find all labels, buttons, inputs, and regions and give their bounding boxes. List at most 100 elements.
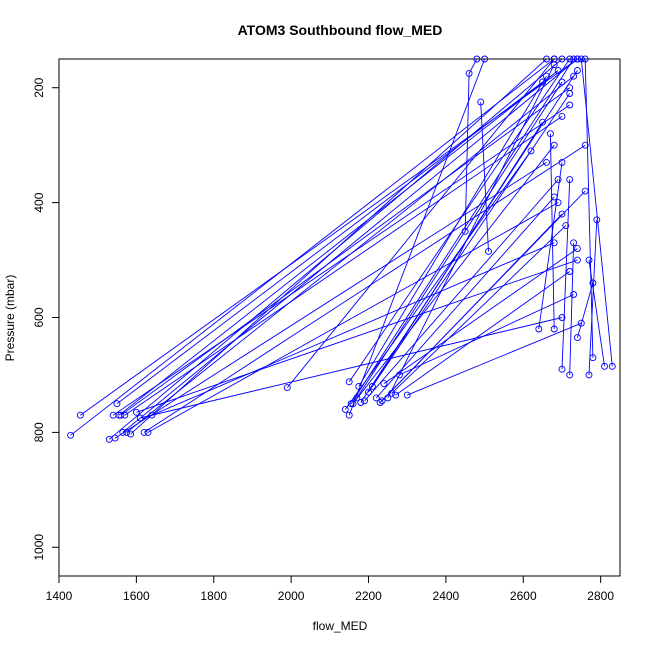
- series-line: [348, 59, 486, 416]
- data-point: [570, 72, 578, 80]
- data-point: [388, 389, 396, 397]
- data-point: [539, 78, 547, 86]
- data-point: [527, 147, 535, 155]
- series-line: [538, 162, 563, 330]
- data-point: [357, 399, 365, 406]
- data-point: [140, 428, 148, 436]
- data-point: [144, 428, 152, 436]
- x-axis: 1400 1600 1800 2000 2200 2400 2600 2800: [46, 575, 614, 603]
- data-point: [148, 411, 156, 419]
- data-point: [593, 216, 601, 224]
- series-line: [588, 260, 605, 367]
- series-line: [70, 59, 555, 436]
- data-point: [558, 55, 566, 63]
- data-point: [581, 187, 589, 195]
- data-point: [585, 256, 593, 264]
- data-point: [558, 314, 566, 321]
- data-point: [378, 397, 386, 405]
- data-point: [558, 210, 566, 218]
- series-line: [124, 116, 563, 416]
- series-line: [344, 150, 532, 410]
- series-line: [588, 219, 598, 375]
- data-point: [550, 61, 558, 69]
- marker-layer: [67, 55, 616, 443]
- series-line: [391, 225, 567, 394]
- data-point: [558, 78, 566, 86]
- series-line: [580, 59, 613, 367]
- data-point: [573, 256, 581, 264]
- data-point: [581, 55, 589, 63]
- x-tick-label: 1400: [46, 589, 73, 603]
- data-point: [119, 428, 127, 436]
- series-line: [126, 75, 574, 433]
- data-point: [566, 176, 574, 184]
- data-point: [601, 362, 608, 370]
- data-point: [353, 394, 361, 402]
- data-point: [539, 118, 547, 126]
- series-line: [352, 144, 555, 404]
- data-point: [481, 55, 489, 63]
- y-tick-label: 200: [32, 77, 46, 97]
- data-point: [376, 399, 384, 406]
- data-point: [573, 334, 581, 342]
- series-line: [368, 121, 543, 393]
- data-point: [123, 428, 131, 436]
- data-point: [570, 55, 578, 63]
- data-point: [573, 55, 581, 63]
- series-line: [549, 133, 555, 330]
- data-point: [558, 158, 566, 166]
- series-line: [375, 196, 555, 399]
- x-tick-label: 2800: [587, 589, 614, 603]
- series-line: [364, 179, 559, 402]
- data-point: [577, 55, 585, 63]
- data-point: [485, 247, 492, 255]
- data-point: [558, 112, 566, 120]
- data-point: [403, 391, 411, 399]
- data-point: [566, 101, 574, 109]
- series-line: [356, 81, 563, 399]
- y-tick-label: 1000: [32, 534, 46, 561]
- data-point: [365, 388, 372, 396]
- plot-frame: [58, 58, 621, 577]
- data-point: [585, 371, 593, 379]
- data-point: [473, 55, 481, 63]
- data-point: [543, 158, 550, 166]
- x-tick-label: 2000: [278, 589, 305, 603]
- data-point: [566, 90, 574, 97]
- series-line: [147, 202, 559, 433]
- series-layer: [70, 59, 613, 440]
- series-line: [584, 59, 594, 358]
- chart-title: ATOM3 Southbound flow_MED: [238, 22, 443, 38]
- data-point: [111, 434, 119, 442]
- y-tick-label: 800: [32, 422, 46, 442]
- data-point: [589, 354, 597, 362]
- data-point: [550, 239, 558, 247]
- x-tick-label: 2200: [355, 589, 382, 603]
- data-point: [566, 55, 574, 63]
- series-line: [399, 294, 574, 376]
- y-axis: 200 400 600 800 1000: [32, 77, 60, 561]
- series-line: [114, 162, 547, 439]
- data-point: [554, 199, 562, 207]
- series-line: [576, 282, 594, 338]
- data-point: [368, 382, 376, 390]
- data-point: [117, 411, 125, 419]
- data-point: [477, 98, 485, 106]
- data-point: [554, 176, 562, 184]
- data-point: [372, 394, 380, 402]
- series-line: [561, 179, 571, 370]
- data-point: [550, 141, 558, 149]
- data-point: [384, 394, 392, 402]
- data-point: [127, 430, 135, 438]
- data-point: [283, 384, 291, 392]
- series-line: [286, 59, 555, 388]
- data-point: [113, 400, 121, 408]
- data-point: [396, 371, 403, 379]
- x-tick-label: 1600: [123, 589, 150, 603]
- x-tick-label: 1800: [200, 589, 227, 603]
- data-point: [132, 408, 140, 416]
- data-point: [461, 227, 469, 235]
- series-line: [358, 75, 547, 387]
- series-line: [372, 93, 571, 387]
- data-point: [546, 130, 554, 138]
